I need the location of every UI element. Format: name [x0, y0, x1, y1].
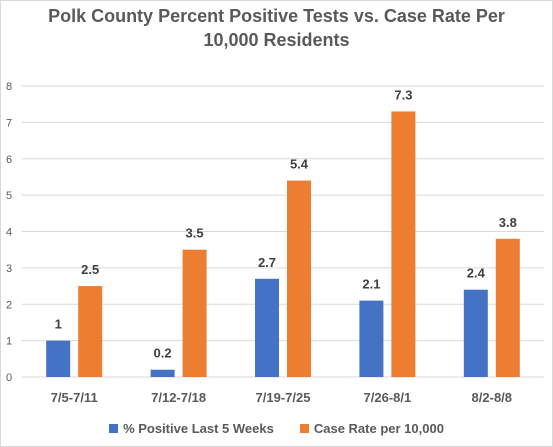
data-label: 5.4 [290, 157, 309, 172]
data-label: 2.1 [362, 277, 380, 292]
y-tick-label: 5 [6, 190, 12, 202]
y-tick-label: 1 [6, 336, 12, 348]
data-label: 2.5 [81, 262, 99, 277]
data-label: 2.4 [467, 266, 486, 281]
category-label: 7/12-7/18 [151, 390, 206, 405]
data-label: 3.8 [499, 215, 517, 230]
bar-positive [255, 278, 279, 377]
legend-label-case-rate: Case Rate per 10,000 [313, 421, 444, 436]
bar-positive [150, 369, 175, 377]
chart-title: Polk County Percent Positive Tests vs. C… [48, 6, 505, 50]
category-label: 7/19-7/25 [256, 390, 311, 405]
y-tick-label: 0 [6, 372, 12, 384]
legend-item-positive: % Positive Last 5 Weeks [109, 421, 274, 436]
data-label: 0.2 [154, 346, 172, 361]
y-tick-label: 4 [6, 227, 12, 239]
data-label: 1 [55, 317, 62, 332]
legend-item-case-rate: Case Rate per 10,000 [299, 421, 444, 436]
bar-case-rate [287, 180, 311, 377]
bar-case-rate [391, 111, 416, 378]
y-tick-label: 6 [6, 154, 12, 166]
bar-positive [46, 340, 71, 377]
category-label: 8/2-8/8 [472, 390, 512, 405]
y-tick-label: 7 [6, 117, 12, 129]
y-tick-label: 8 [6, 81, 12, 93]
legend-swatch-positive [109, 424, 119, 433]
legend: % Positive Last 5 Weeks Case Rate per 10… [0, 421, 553, 436]
category-label: 7/5-7/11 [51, 390, 98, 405]
bar-case-rate [182, 249, 207, 377]
bar-positive [463, 289, 488, 377]
bar-positive [359, 300, 384, 377]
legend-swatch-case-rate [299, 424, 309, 433]
bar-case-rate [495, 238, 520, 377]
data-label: 7.3 [394, 87, 412, 102]
bar-case-rate [78, 286, 103, 377]
y-tick-label: 3 [6, 263, 12, 275]
category-label: 7/26-8/1 [364, 390, 412, 405]
legend-label-positive: % Positive Last 5 Weeks [123, 421, 274, 436]
data-label: 2.7 [258, 255, 276, 270]
data-label: 3.5 [186, 226, 204, 241]
y-tick-label: 2 [6, 299, 12, 311]
